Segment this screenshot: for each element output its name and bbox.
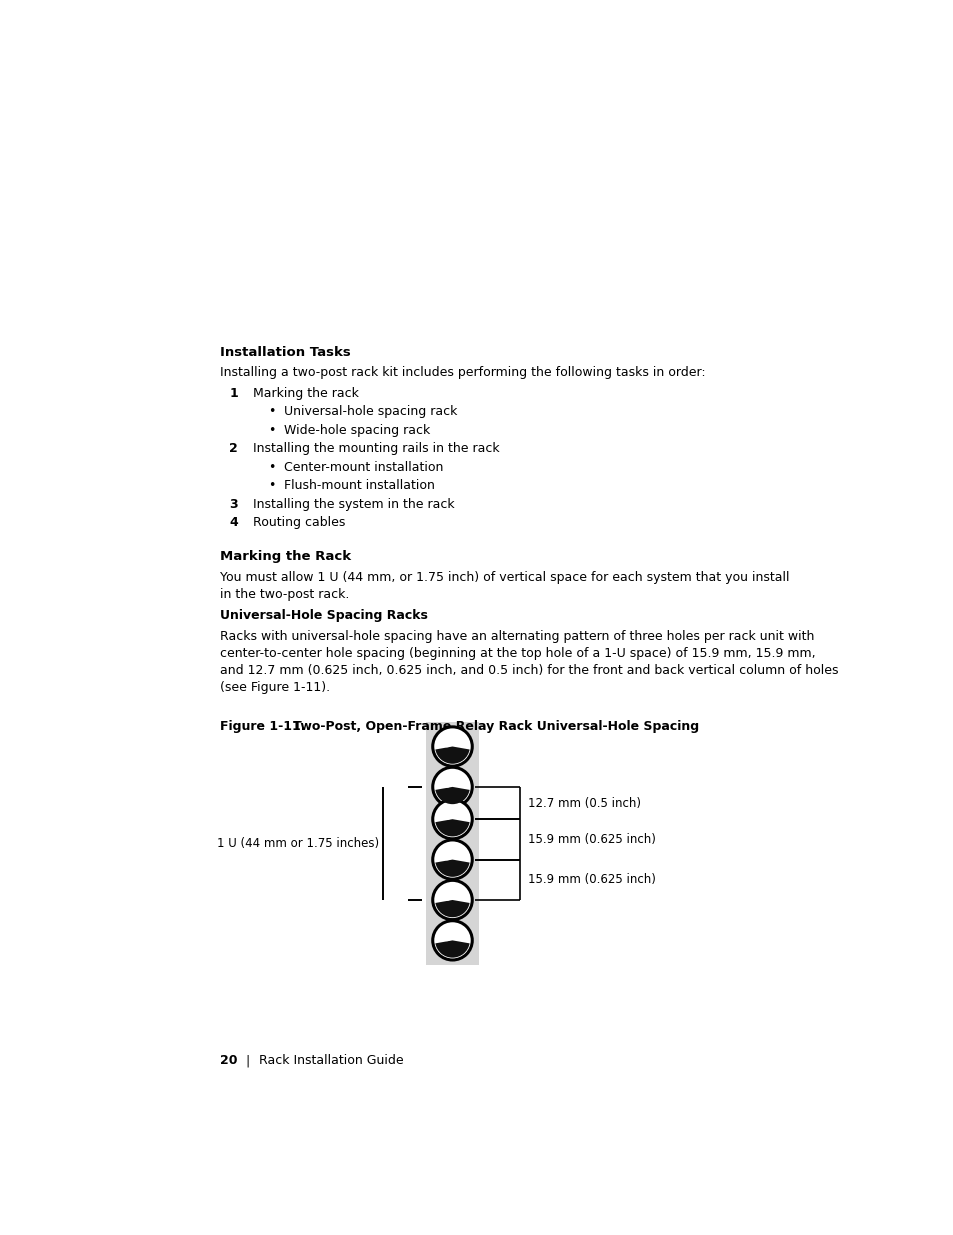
Circle shape (440, 929, 453, 941)
Text: Universal-Hole Spacing Racks: Universal-Hole Spacing Racks (220, 609, 428, 622)
Text: •: • (268, 405, 275, 419)
Text: Installing the system in the rack: Installing the system in the rack (253, 498, 454, 511)
Circle shape (440, 808, 453, 820)
Text: (see Figure 1-11).: (see Figure 1-11). (220, 680, 330, 694)
Text: •: • (268, 461, 275, 474)
Wedge shape (435, 940, 469, 957)
Circle shape (440, 776, 453, 788)
Text: Wide-hole spacing rack: Wide-hole spacing rack (283, 424, 430, 437)
Text: Figure 1-11.: Figure 1-11. (220, 720, 305, 732)
Text: Installing a two-post rack kit includes performing the following tasks in order:: Installing a two-post rack kit includes … (220, 366, 705, 379)
Text: 4: 4 (229, 516, 238, 530)
Circle shape (433, 727, 472, 766)
Text: Installing the mounting rails in the rack: Installing the mounting rails in the rac… (253, 442, 498, 456)
Bar (426, 722, 478, 965)
Text: 1: 1 (229, 387, 238, 400)
Text: Rack Installation Guide: Rack Installation Guide (258, 1055, 403, 1067)
Circle shape (433, 921, 472, 960)
Text: 2: 2 (229, 442, 238, 456)
Text: and 12.7 mm (0.625 inch, 0.625 inch, and 0.5 inch) for the front and back vertic: and 12.7 mm (0.625 inch, 0.625 inch, and… (220, 664, 838, 677)
Text: 1 U (44 mm or 1.75 inches): 1 U (44 mm or 1.75 inches) (216, 837, 378, 850)
Text: 12.7 mm (0.5 inch): 12.7 mm (0.5 inch) (528, 797, 640, 809)
Text: 20: 20 (220, 1055, 237, 1067)
Wedge shape (435, 787, 469, 804)
Text: Universal-hole spacing rack: Universal-hole spacing rack (283, 405, 456, 419)
Text: You must allow 1 U (44 mm, or 1.75 inch) of vertical space for each system that : You must allow 1 U (44 mm, or 1.75 inch)… (220, 571, 789, 584)
Circle shape (433, 840, 472, 879)
Text: 15.9 mm (0.625 inch): 15.9 mm (0.625 inch) (528, 832, 656, 846)
Text: Flush-mount installation: Flush-mount installation (283, 479, 434, 493)
Circle shape (433, 767, 472, 806)
Text: |: | (245, 1055, 250, 1067)
Circle shape (433, 799, 472, 839)
Circle shape (440, 847, 453, 861)
Wedge shape (435, 746, 469, 763)
Text: •: • (268, 479, 275, 493)
Text: Routing cables: Routing cables (253, 516, 345, 530)
Text: Racks with universal-hole spacing have an alternating pattern of three holes per: Racks with universal-hole spacing have a… (220, 630, 814, 643)
Text: 3: 3 (229, 498, 237, 511)
Circle shape (440, 888, 453, 900)
Circle shape (440, 735, 453, 747)
Text: Center-mount installation: Center-mount installation (283, 461, 442, 474)
Text: Two-Post, Open-Frame Relay Rack Universal-Hole Spacing: Two-Post, Open-Frame Relay Rack Universa… (280, 720, 699, 732)
Text: Installation Tasks: Installation Tasks (220, 346, 351, 359)
Text: Marking the Rack: Marking the Rack (220, 550, 351, 563)
Text: •: • (268, 424, 275, 437)
Text: Marking the rack: Marking the rack (253, 387, 358, 400)
Text: 15.9 mm (0.625 inch): 15.9 mm (0.625 inch) (528, 873, 656, 887)
Text: center-to-center hole spacing (beginning at the top hole of a 1-U space) of 15.9: center-to-center hole spacing (beginning… (220, 647, 815, 661)
Wedge shape (435, 819, 469, 836)
Wedge shape (435, 860, 469, 877)
Text: in the two-post rack.: in the two-post rack. (220, 588, 349, 601)
Wedge shape (435, 900, 469, 918)
Circle shape (433, 881, 472, 920)
